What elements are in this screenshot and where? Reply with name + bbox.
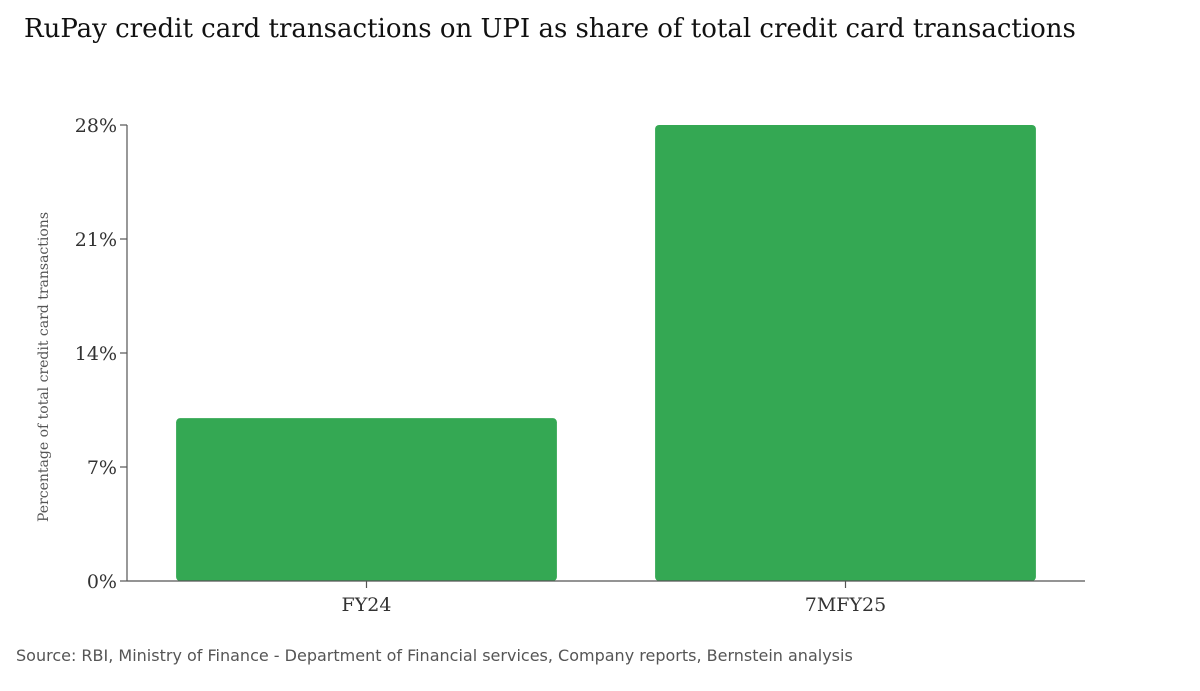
y-tick-label: 0% bbox=[87, 571, 117, 593]
y-tick-label: 28% bbox=[75, 115, 117, 137]
y-tick-label: 7% bbox=[87, 457, 117, 479]
bar-fy24 bbox=[176, 418, 557, 581]
bar-7mfy25 bbox=[655, 125, 1036, 581]
y-tick-label: 14% bbox=[75, 343, 117, 365]
source-note: Source: RBI, Ministry of Finance - Depar… bbox=[16, 646, 853, 665]
y-axis: 0% 7% 14% 21% 28% bbox=[75, 115, 128, 593]
x-tick-label: FY24 bbox=[342, 594, 392, 616]
y-tick-label: 21% bbox=[75, 229, 117, 251]
y-axis-label: Percentage of total credit card transact… bbox=[36, 212, 52, 522]
x-axis: FY24 7MFY25 bbox=[127, 580, 1085, 616]
bar-chart: 0% 7% 14% 21% 28% FY24 7MFY25 Percentage of t… bbox=[36, 115, 1085, 616]
chart-title: RuPay credit card transactions on UPI as… bbox=[24, 14, 1076, 44]
bars bbox=[176, 125, 1036, 581]
x-tick-label: 7MFY25 bbox=[805, 594, 886, 616]
